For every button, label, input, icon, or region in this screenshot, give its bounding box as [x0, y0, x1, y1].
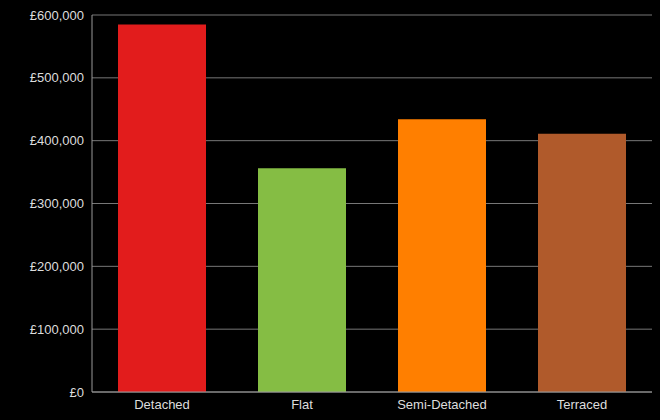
svg-text:£0: £0: [70, 385, 84, 400]
svg-text:£200,000: £200,000: [30, 259, 84, 274]
svg-text:£600,000: £600,000: [30, 8, 84, 23]
svg-text:£300,000: £300,000: [30, 196, 84, 211]
svg-text:£400,000: £400,000: [30, 133, 84, 148]
svg-text:Semi-Detached: Semi-Detached: [397, 397, 487, 412]
svg-text:Terraced: Terraced: [557, 397, 608, 412]
svg-text:Flat: Flat: [291, 397, 313, 412]
svg-text:£500,000: £500,000: [30, 70, 84, 85]
svg-text:£100,000: £100,000: [30, 322, 84, 337]
svg-text:Detached: Detached: [134, 397, 190, 412]
